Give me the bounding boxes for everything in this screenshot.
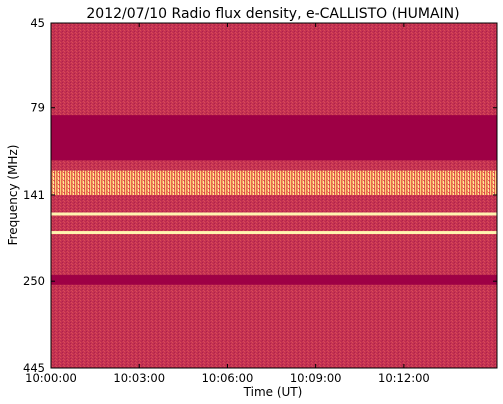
x-tick-label: 10:06:00 xyxy=(202,371,254,385)
x-axis-label: Time (UT) xyxy=(243,385,303,399)
emission-line xyxy=(51,212,497,216)
x-tick-label: 10:00:00 xyxy=(25,371,77,385)
low-level-band xyxy=(51,275,497,285)
x-axis-ticks: 10:00:00 10:03:00 10:06:00 10:09:00 10:12:00 xyxy=(25,23,430,385)
x-tick-label: 10:12:00 xyxy=(378,371,430,385)
y-tick-label: 79 xyxy=(30,101,45,115)
spectrogram-background xyxy=(51,23,497,368)
x-tick-label: 10:09:00 xyxy=(290,371,342,385)
y-axis-label: Frequency (MHz) xyxy=(6,145,20,246)
low-level-band xyxy=(51,115,497,161)
y-axis-ticks: 45 79 141 250 445 xyxy=(23,16,497,375)
y-tick-label: 445 xyxy=(23,361,45,375)
emission-line xyxy=(51,231,497,235)
y-tick-label: 45 xyxy=(30,16,45,30)
x-tick-label: 10:03:00 xyxy=(113,371,165,385)
y-tick-label: 141 xyxy=(23,188,45,202)
y-tick-label: 250 xyxy=(23,274,45,288)
chart-title: 2012/07/10 Radio flux density, e-CALLIST… xyxy=(86,6,459,22)
strong-emission-band xyxy=(51,170,497,195)
plot-frame xyxy=(50,22,498,369)
spectrogram-plot-area xyxy=(51,23,497,368)
emission-bands xyxy=(51,115,497,285)
